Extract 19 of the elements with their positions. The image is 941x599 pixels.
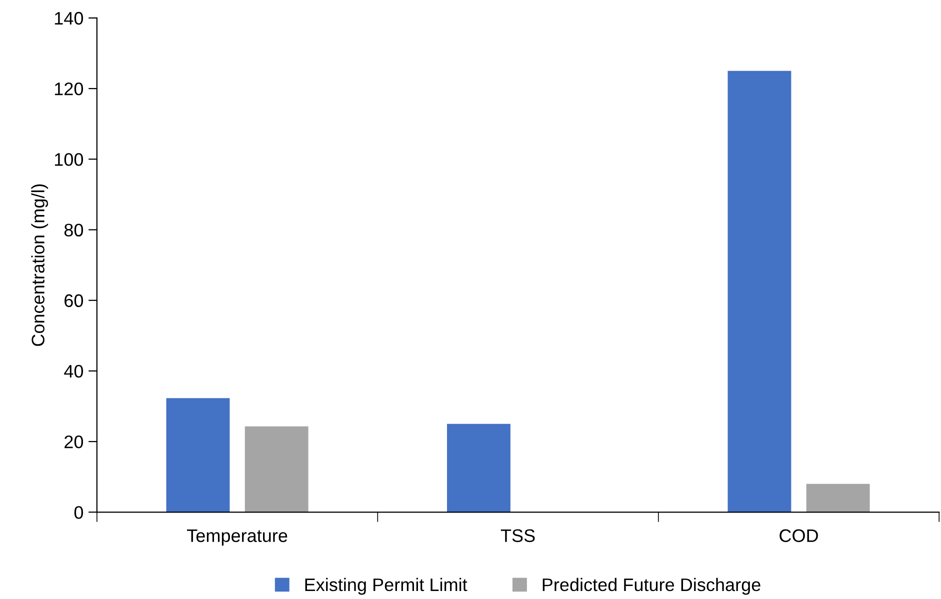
y-tick-label: 40 bbox=[64, 364, 84, 378]
legend-label: Existing Permit Limit bbox=[305, 578, 468, 595]
y-tick-label: 100 bbox=[54, 153, 84, 166]
y-tick-label: 20 bbox=[64, 435, 84, 448]
bar bbox=[806, 484, 870, 512]
y-tick-label: 140 bbox=[54, 12, 84, 25]
legend-label: Predicted Future Discharge bbox=[542, 578, 760, 595]
x-tick-label: TSS bbox=[500, 529, 535, 542]
bar bbox=[446, 424, 510, 512]
y-axis-title: Concentration (mg/l) bbox=[31, 184, 48, 346]
y-tick-label: 0 bbox=[74, 506, 84, 519]
y-tick-label: 60 bbox=[64, 294, 84, 308]
y-tick-label: 120 bbox=[54, 82, 84, 96]
bar bbox=[166, 398, 230, 512]
y-tick-label: 80 bbox=[64, 224, 84, 236]
x-tick-label: COD bbox=[780, 529, 818, 542]
x-tick-label: Temperature bbox=[187, 529, 288, 546]
bar bbox=[244, 426, 308, 512]
bar bbox=[728, 70, 792, 512]
